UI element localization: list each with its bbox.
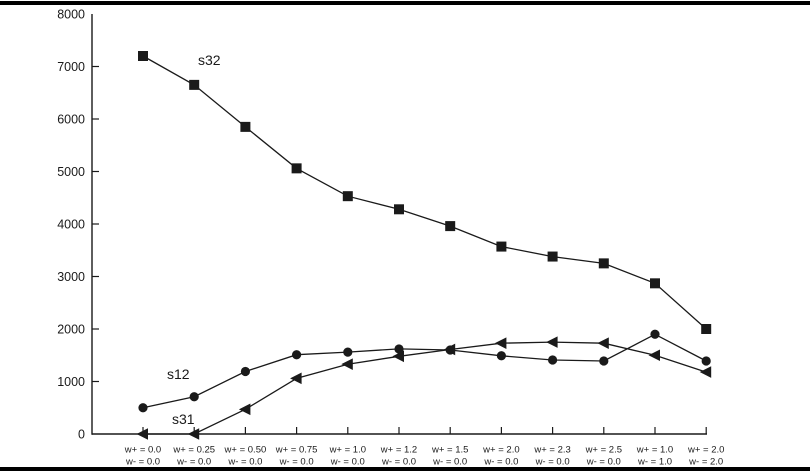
x-category-label-line2: w- = 0.0 bbox=[483, 457, 518, 468]
y-tick-label: 5000 bbox=[57, 165, 85, 179]
y-tick-label: 8000 bbox=[57, 7, 85, 21]
series-label-s32: s32 bbox=[198, 52, 221, 68]
series-marker-s31 bbox=[494, 337, 507, 349]
series-marker-s31 bbox=[341, 358, 353, 370]
x-category-label-line1: w+ = 1.5 bbox=[431, 445, 468, 456]
x-category-label-line1: w+ = 1.2 bbox=[380, 445, 417, 456]
series-marker-s31 bbox=[392, 350, 404, 363]
x-category-label-line1: w+ = 0.25 bbox=[172, 445, 215, 456]
series-marker-s12 bbox=[292, 350, 302, 360]
series-marker-s31 bbox=[699, 366, 712, 378]
x-category-label-line2: w- = 0.0 bbox=[227, 457, 262, 468]
x-category-label-line1: w+ = 2.5 bbox=[585, 445, 622, 456]
x-category-label-line2: w- = 0.0 bbox=[330, 457, 365, 468]
x-category-label-line1: w+ = 1.0 bbox=[329, 445, 366, 456]
series-marker-s12 bbox=[548, 355, 558, 365]
x-category-label-line2: w- = 2.0 bbox=[688, 457, 723, 468]
series-marker-s12 bbox=[138, 403, 148, 413]
x-category-label-line1: w+ = 2.3 bbox=[533, 445, 570, 456]
y-tick-label: 2000 bbox=[57, 322, 85, 336]
series-marker-s31 bbox=[136, 428, 148, 440]
y-tick-label: 0 bbox=[78, 427, 85, 441]
series-marker-s31 bbox=[648, 349, 660, 362]
series-marker-s12 bbox=[701, 356, 711, 366]
series-marker-s12 bbox=[496, 351, 506, 361]
x-category-label-line2: w- = 0.0 bbox=[176, 457, 211, 468]
y-tick-label: 1000 bbox=[57, 375, 85, 389]
series-marker-s32 bbox=[701, 324, 712, 334]
y-tick-label: 6000 bbox=[57, 112, 85, 126]
x-category-label-line1: w+ = 0.50 bbox=[224, 445, 267, 456]
y-tick-label: 4000 bbox=[57, 217, 85, 231]
series-marker-s32 bbox=[189, 79, 200, 90]
series-marker-s32 bbox=[598, 258, 609, 269]
series-marker-s32 bbox=[291, 163, 302, 174]
x-category-label-line2: w- = 0.0 bbox=[586, 457, 621, 468]
series-label-s31: s31 bbox=[172, 411, 195, 427]
series-marker-s12 bbox=[394, 344, 404, 354]
series-marker-s12 bbox=[650, 329, 660, 339]
series-marker-s12 bbox=[240, 366, 250, 377]
series-marker-s32 bbox=[240, 121, 251, 132]
series-line-s32 bbox=[142, 55, 707, 330]
series-line-s12 bbox=[142, 333, 707, 409]
series-marker-s31 bbox=[290, 372, 302, 385]
series-marker-s31 bbox=[443, 343, 456, 356]
series-label-s12: s12 bbox=[167, 366, 190, 382]
x-category-label-line2: w- = 0.0 bbox=[125, 457, 160, 468]
x-category-label-line2: w- = 0.0 bbox=[432, 457, 467, 468]
series-marker-s32 bbox=[342, 191, 353, 202]
x-category-label-line2: w- = 0.0 bbox=[279, 457, 314, 468]
x-category-label-line1: w+ = 1.0 bbox=[636, 445, 673, 456]
series-marker-s32 bbox=[547, 251, 558, 262]
x-category-label-line1: w+ = 0.0 bbox=[124, 445, 161, 456]
x-category-label-line2: w- = 0.0 bbox=[535, 457, 570, 468]
series-marker-s12 bbox=[599, 356, 609, 366]
series-marker-s12 bbox=[189, 392, 199, 402]
x-category-label-line1: w+ = 2.0 bbox=[482, 445, 519, 456]
x-category-label-line2: w- = 1.0 bbox=[637, 457, 672, 468]
series-marker-s32 bbox=[394, 204, 404, 215]
y-tick-label: 3000 bbox=[57, 270, 85, 284]
x-category-label-line2: w- = 0.0 bbox=[381, 457, 416, 468]
y-tick-label: 7000 bbox=[57, 60, 85, 74]
series-marker-s32 bbox=[445, 221, 456, 232]
series-marker-s31 bbox=[597, 337, 609, 349]
series-marker-s12 bbox=[343, 347, 353, 357]
top-frame-rule bbox=[0, 1, 810, 5]
series-marker-s32 bbox=[138, 51, 148, 61]
x-category-label-line1: w+ = 2.0 bbox=[687, 445, 724, 456]
series-marker-s31 bbox=[546, 336, 558, 348]
series-marker-s32 bbox=[496, 241, 507, 252]
bottom-frame-rule bbox=[0, 467, 810, 471]
series-line-s31 bbox=[143, 341, 707, 435]
series-marker-s31 bbox=[187, 428, 200, 440]
series-marker-s31 bbox=[238, 403, 251, 416]
x-category-label-line1: w+ = 0.75 bbox=[275, 445, 318, 456]
series-marker-s32 bbox=[650, 278, 660, 289]
